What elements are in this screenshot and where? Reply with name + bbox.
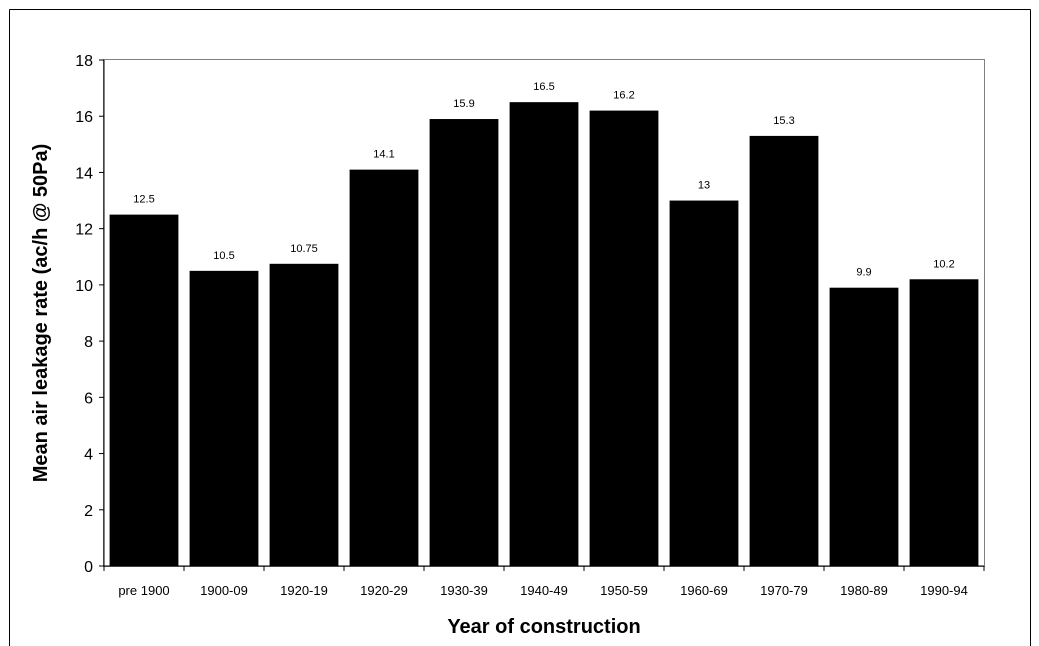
y-tick-label: 18 (75, 53, 93, 70)
x-tick-label: 1940-49 (520, 583, 568, 598)
x-tick-label: 1990-94 (920, 583, 968, 598)
y-tick-label: 0 (84, 559, 93, 576)
data-label: 10.2 (933, 258, 954, 270)
data-label: 12.5 (133, 194, 154, 206)
bar (429, 119, 499, 567)
bars-group (109, 102, 979, 567)
data-label: 15.9 (453, 98, 474, 110)
bar (669, 200, 739, 567)
data-label: 13 (698, 180, 710, 192)
y-tick-label: 16 (75, 109, 93, 126)
data-label: 10.75 (290, 243, 318, 255)
y-tick-label: 10 (75, 278, 93, 295)
y-axis: 0 2 4 6 8 10 12 14 16 18 (75, 53, 105, 576)
bar (589, 110, 659, 566)
x-tick-label: 1950-59 (600, 583, 648, 598)
data-label: 16.2 (613, 90, 634, 102)
data-label: 15.3 (773, 115, 794, 127)
x-tick-label: 1920-19 (280, 583, 328, 598)
x-axis-title: Year of construction (447, 616, 640, 638)
x-tick-label: 1920-29 (360, 583, 408, 598)
y-tick-label: 2 (84, 503, 93, 520)
x-tick-label: 1980-89 (840, 583, 888, 598)
data-label: 16.5 (533, 81, 554, 93)
bar (909, 279, 979, 566)
y-tick-label: 6 (84, 390, 93, 407)
data-label: 14.1 (373, 149, 394, 161)
data-labels-group: 12.5 10.5 10.75 14.1 15.9 16.5 16.2 13 15.3 9.9 10… (133, 81, 954, 279)
x-tick-label: pre 1900 (118, 583, 169, 598)
bar (109, 214, 179, 566)
bar (749, 135, 819, 566)
x-tick-label: 1900-09 (200, 583, 248, 598)
bar (509, 102, 579, 567)
y-tick-label: 4 (84, 447, 93, 464)
x-tick-label: 1970-79 (760, 583, 808, 598)
bar (189, 270, 259, 566)
x-tick-label: 1960-69 (680, 583, 728, 598)
bar (829, 287, 899, 566)
y-tick-label: 12 (75, 222, 93, 239)
y-tick-label: 14 (75, 165, 93, 182)
data-label: 10.5 (213, 250, 234, 262)
bar (349, 169, 419, 566)
y-axis-title: Mean air leakage rate (ac/h @ 50Pa) (30, 144, 52, 483)
data-label: 9.9 (856, 267, 871, 279)
x-axis: pre 1900 1900-09 1920-19 1920-29 1930-39 1940… (103, 565, 985, 598)
y-tick-label: 8 (84, 334, 93, 351)
bar (269, 263, 339, 566)
x-tick-label: 1930-39 (440, 583, 488, 598)
